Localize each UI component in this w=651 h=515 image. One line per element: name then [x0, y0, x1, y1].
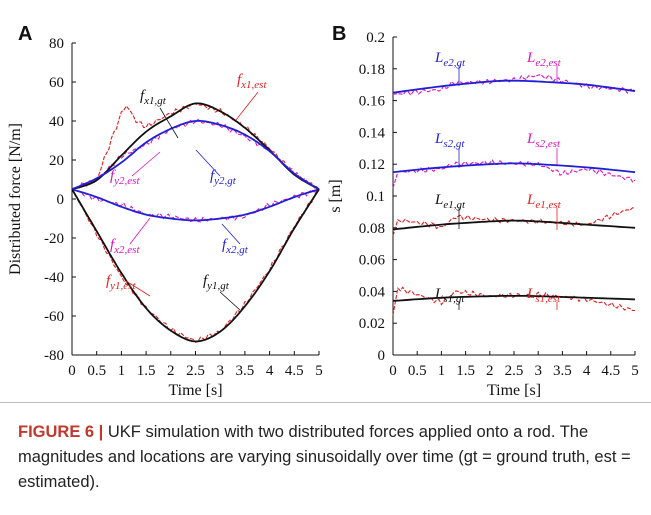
y-axis-title: Distributed force [N/m]: [7, 123, 24, 275]
x-tick-label: 2.5: [186, 363, 205, 379]
x-tick-label: 4.5: [601, 363, 620, 379]
y-tick-label: -40: [44, 270, 64, 286]
panel-b: B 0 0.5 1 1.5 2 2.5 3 3.5 4 4.5 5 0.2 0.18 0.16 0.14 0.1…: [327, 23, 639, 399]
y-tick-label: 0.02: [359, 316, 385, 332]
x-tick-label: 0.5: [87, 363, 106, 379]
y-tick-label: 0.04: [359, 284, 386, 300]
annotation-leader: [236, 92, 258, 120]
x-tick-label: 0: [68, 363, 76, 379]
y-tick-label: 60: [49, 75, 64, 91]
y-tick-label: 0.16: [359, 94, 386, 110]
x-tick-label: 4.5: [285, 363, 304, 379]
series-line-f-y1-est: [72, 189, 319, 342]
y-tick-label: 20: [49, 153, 64, 169]
x-axis-title: Time [s]: [487, 382, 541, 399]
annotation-label: fx2,est: [110, 237, 140, 256]
x-tick-label: 1.5: [456, 363, 475, 379]
y-tick-label: 0.18: [359, 62, 385, 78]
x-tick-label: 1: [118, 363, 126, 379]
x-tick-label: 4: [583, 363, 591, 379]
x-tick-label: 5: [315, 363, 323, 379]
series-line-l-e1-gt: [393, 221, 635, 230]
x-tick-label: 4: [266, 363, 274, 379]
y-tick-label: 0.1: [366, 189, 385, 205]
x-tick-label: 3: [216, 363, 224, 379]
panel-a: A 0 0.5 1 1.5 2 2.5 3 3.5 4 4.5 5 80 60 40 20 0 -20 -40 -60…: [7, 23, 323, 399]
series-line-l-e2-est: [393, 75, 635, 95]
x-tick-label: 1: [438, 363, 446, 379]
annotation-label: Le2,gt: [434, 50, 466, 69]
series-line-l-s2-est: [393, 160, 635, 188]
annotation-label: fy2,est: [110, 168, 140, 187]
y-tick-label: 0.12: [359, 157, 385, 173]
y-tick-label: 0.08: [359, 221, 385, 237]
panel-letter: A: [18, 23, 32, 45]
annotation-label: Ls2,gt: [434, 131, 465, 150]
y-tick-label: 0.06: [359, 253, 386, 269]
x-tick-label: 1.5: [137, 363, 156, 379]
x-tick-label: 3.5: [553, 363, 572, 379]
series-line-l-s1-est: [393, 287, 635, 315]
annotation-label: Le1,est: [526, 192, 562, 211]
x-tick-label: 3: [534, 363, 542, 379]
y-tick-label: 0.2: [366, 30, 385, 46]
x-tick-label: 5: [631, 363, 639, 379]
y-tick-label: -20: [44, 231, 64, 247]
annotation-leader: [130, 218, 150, 244]
y-tick-label: 0: [378, 348, 386, 364]
caption-body: UKF simulation with two distributed forc…: [18, 423, 631, 491]
x-tick-label: 2: [167, 363, 175, 379]
annotation-leader: [132, 152, 160, 176]
y-tick-label: 80: [49, 36, 64, 52]
caption-text: FIGURE 6 | UKF simulation with two distr…: [18, 420, 638, 495]
annotation-label: fx1,est: [237, 72, 267, 91]
annotation-leader: [220, 292, 240, 310]
annotation-label: fy1,gt: [203, 273, 230, 292]
annotation-label: fx1,gt: [140, 88, 167, 107]
y-tick-label: -60: [44, 309, 64, 325]
annotation-leader: [196, 150, 220, 176]
y-tick-label: -80: [44, 348, 64, 364]
annotation-label: fx2,gt: [222, 237, 249, 256]
y-axis-title: s [m]: [327, 179, 344, 212]
figure-caption: FIGURE 6 | UKF simulation with two distr…: [0, 402, 651, 515]
x-tick-label: 0: [389, 363, 397, 379]
x-tick-label: 2.5: [505, 363, 524, 379]
annotation-label: fy2,gt: [210, 168, 237, 187]
caption-label: FIGURE 6 |: [18, 423, 103, 441]
y-tick-label: 0.14: [359, 125, 386, 141]
annotation-label: Le2,est: [526, 50, 562, 69]
x-axis-title: Time [s]: [168, 382, 222, 399]
annotation-label: Ls1,gt: [434, 286, 465, 305]
x-tick-label: 2: [486, 363, 494, 379]
series-line-l-s1-gt: [393, 296, 635, 301]
y-tick-label: 40: [49, 114, 64, 130]
figure: A0 0.5 1 1.5 2 2.5 3 3.5 4 4.5 5806040200-20-40-60…: [0, 0, 651, 402]
series-line-f-x2-est: [72, 189, 319, 222]
panel-letter: B: [332, 23, 346, 45]
y-tick-label: 0: [57, 192, 65, 208]
x-tick-label: 3.5: [236, 363, 255, 379]
annotation-label: Le1,gt: [434, 192, 466, 211]
x-tick-label: 0.5: [408, 363, 427, 379]
annotation-label: Ls1,est: [526, 286, 561, 305]
annotation-label: Ls2,est: [526, 131, 561, 150]
series-line-f-x2-gt: [72, 189, 319, 220]
series-line-f-y1-gt: [72, 189, 319, 341]
